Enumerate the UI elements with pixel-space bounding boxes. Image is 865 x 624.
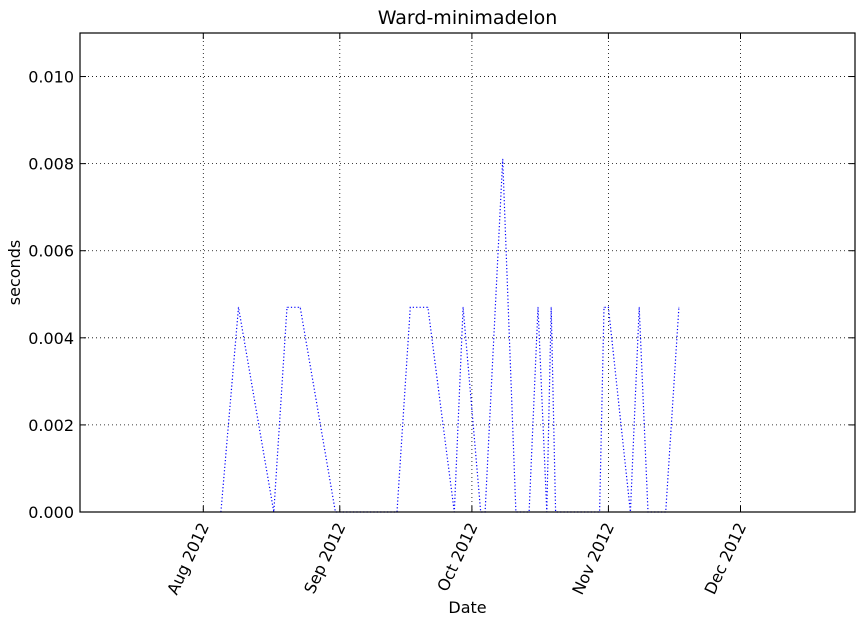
data-point bbox=[550, 306, 552, 308]
y-tick-label: 0.006 bbox=[28, 242, 74, 261]
x-tick-label: Oct 2012 bbox=[433, 520, 481, 595]
data-point bbox=[537, 306, 539, 308]
data-point bbox=[462, 306, 464, 308]
y-tick-label: 0.004 bbox=[28, 329, 74, 348]
plot-frame bbox=[79, 32, 856, 513]
data-point bbox=[603, 306, 605, 308]
x-tick-label: Sep 2012 bbox=[300, 520, 349, 597]
data-point bbox=[427, 306, 429, 308]
ticks: Aug 2012 Sep 2012 Oct 2012 Nov 2012 Dec 2012… bbox=[28, 33, 855, 598]
series-layer bbox=[220, 158, 680, 513]
data-point bbox=[237, 306, 240, 308]
data-point bbox=[409, 306, 411, 308]
data-point bbox=[607, 306, 610, 308]
y-tick-label: 0.002 bbox=[28, 416, 74, 435]
data-point bbox=[286, 306, 288, 308]
x-axis-label: Date bbox=[448, 598, 486, 617]
chart-title: Ward-minimadelon bbox=[378, 7, 558, 29]
y-axis-label: seconds bbox=[5, 240, 24, 305]
x-tick-label: Nov 2012 bbox=[568, 520, 618, 598]
y-tick-label: 0.010 bbox=[28, 68, 74, 87]
data-point bbox=[678, 306, 680, 308]
x-tick-label: Dec 2012 bbox=[700, 520, 750, 598]
y-tick-label: 0.000 bbox=[28, 503, 74, 522]
data-point bbox=[638, 306, 640, 308]
grid bbox=[80, 33, 855, 512]
data-point bbox=[502, 158, 504, 160]
series-line bbox=[220, 159, 680, 513]
x-tick-label: Aug 2012 bbox=[163, 520, 213, 598]
y-tick-label: 0.008 bbox=[28, 155, 74, 174]
data-point bbox=[299, 306, 301, 308]
